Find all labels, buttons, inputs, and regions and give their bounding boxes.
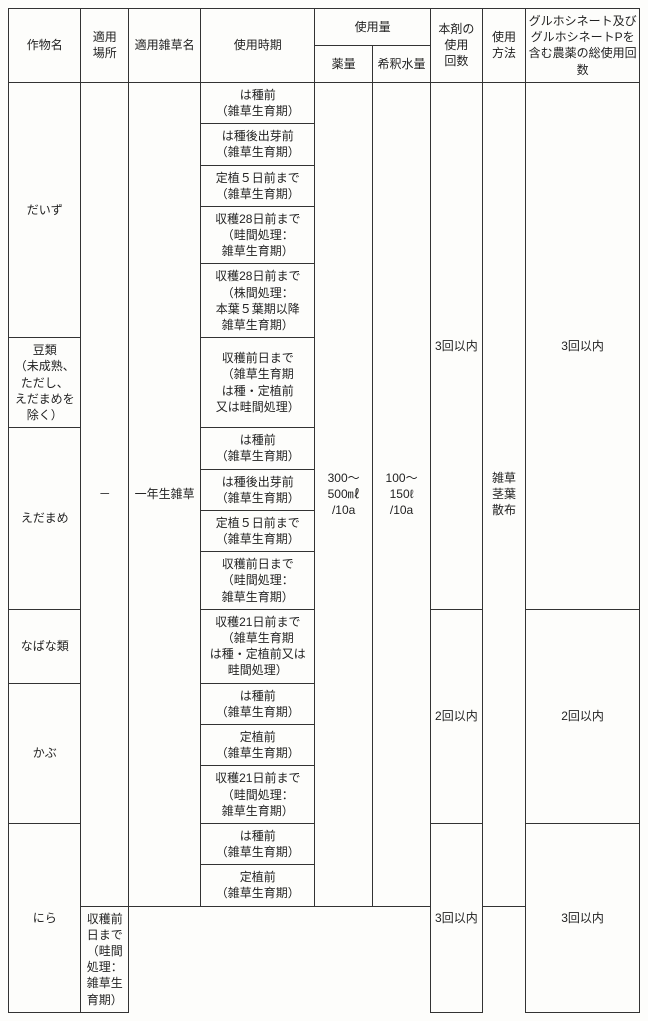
th-timing: 使用時期 [201,9,315,83]
cell-total: 3回以内 [526,82,640,609]
cell-timing: 定植５日前まで（雑草生育期） [201,510,315,551]
cell-chem: 300～500㎖/10a [315,82,373,906]
th-total: グルホシネート及びグルホシネートPを含む農薬の総使用回数 [526,9,640,83]
cell-timing: 収穫21日前まで（畦間処理：雑草生育期） [201,766,315,824]
cell-place: － [81,82,129,906]
cell-timing: は種前（雑草生育期） [201,428,315,469]
th-crop: 作物名 [9,9,81,83]
th-weed: 適用雑草名 [128,9,200,83]
th-amount-group: 使用量 [315,9,431,46]
th-amount-chem: 薬量 [315,45,373,82]
cell-count: 3回以内 [431,82,483,609]
cell-crop: なばな類 [9,609,81,683]
cell-timing: 収穫前日まで（雑草生育期は種・定植前又は畦間処理） [201,338,315,428]
cell-crop: 豆類（未成熟、ただし、えだまめを除く） [9,338,81,428]
cell-count: 2回以内 [431,609,483,823]
cell-water: 100～150ℓ/10a [373,82,431,906]
th-method: 使用方法 [482,9,525,83]
cell-timing: は種後出芽前（雑草生育期） [201,469,315,510]
cell-timing: は種前（雑草生育期） [201,683,315,724]
cell-timing: 定植前（雑草生育期） [201,724,315,765]
cell-timing: は種後出芽前（雑草生育期） [201,124,315,165]
th-amount-water: 希釈水量 [373,45,431,82]
cell-total: 2回以内 [526,609,640,823]
cell-timing: は種前（雑草生育期） [201,823,315,864]
cell-total: 3回以内 [526,823,640,1012]
th-place: 適用場所 [81,9,129,83]
cell-crop: だいず [9,82,81,337]
cell-timing: 定植前（雑草生育期） [201,865,315,906]
cell-method: 雑草茎葉散布 [482,82,525,906]
cell-timing: 収穫21日前まで（雑草生育期は種・定植前又は畦間処理） [201,609,315,683]
cell-crop: えだまめ [9,428,81,610]
cell-timing: 定植５日前まで（雑草生育期） [201,165,315,206]
table-row: だいず － 一年生雑草 は種前（雑草生育期） 300～500㎖/10a 100～… [9,82,640,123]
cell-timing: 収穫28日前まで（畦間処理：雑草生育期） [201,206,315,264]
cell-count: 3回以内 [431,823,483,1012]
pesticide-table: 作物名 適用場所 適用雑草名 使用時期 使用量 本剤の使用回数 使用方法 グルホ… [8,8,640,1013]
th-count: 本剤の使用回数 [431,9,483,83]
cell-timing: 収穫28日前まで（株間処理：本葉５葉期以降雑草生育期） [201,264,315,338]
cell-timing: 収穫前日まで（畦間処理：雑草生育期） [81,906,129,1012]
cell-timing: 収穫前日まで（畦間処理：雑草生育期） [201,552,315,610]
cell-timing: は種前（雑草生育期） [201,82,315,123]
cell-crop: にら [9,823,81,1012]
cell-weed: 一年生雑草 [128,82,200,906]
cell-crop: かぶ [9,683,81,823]
